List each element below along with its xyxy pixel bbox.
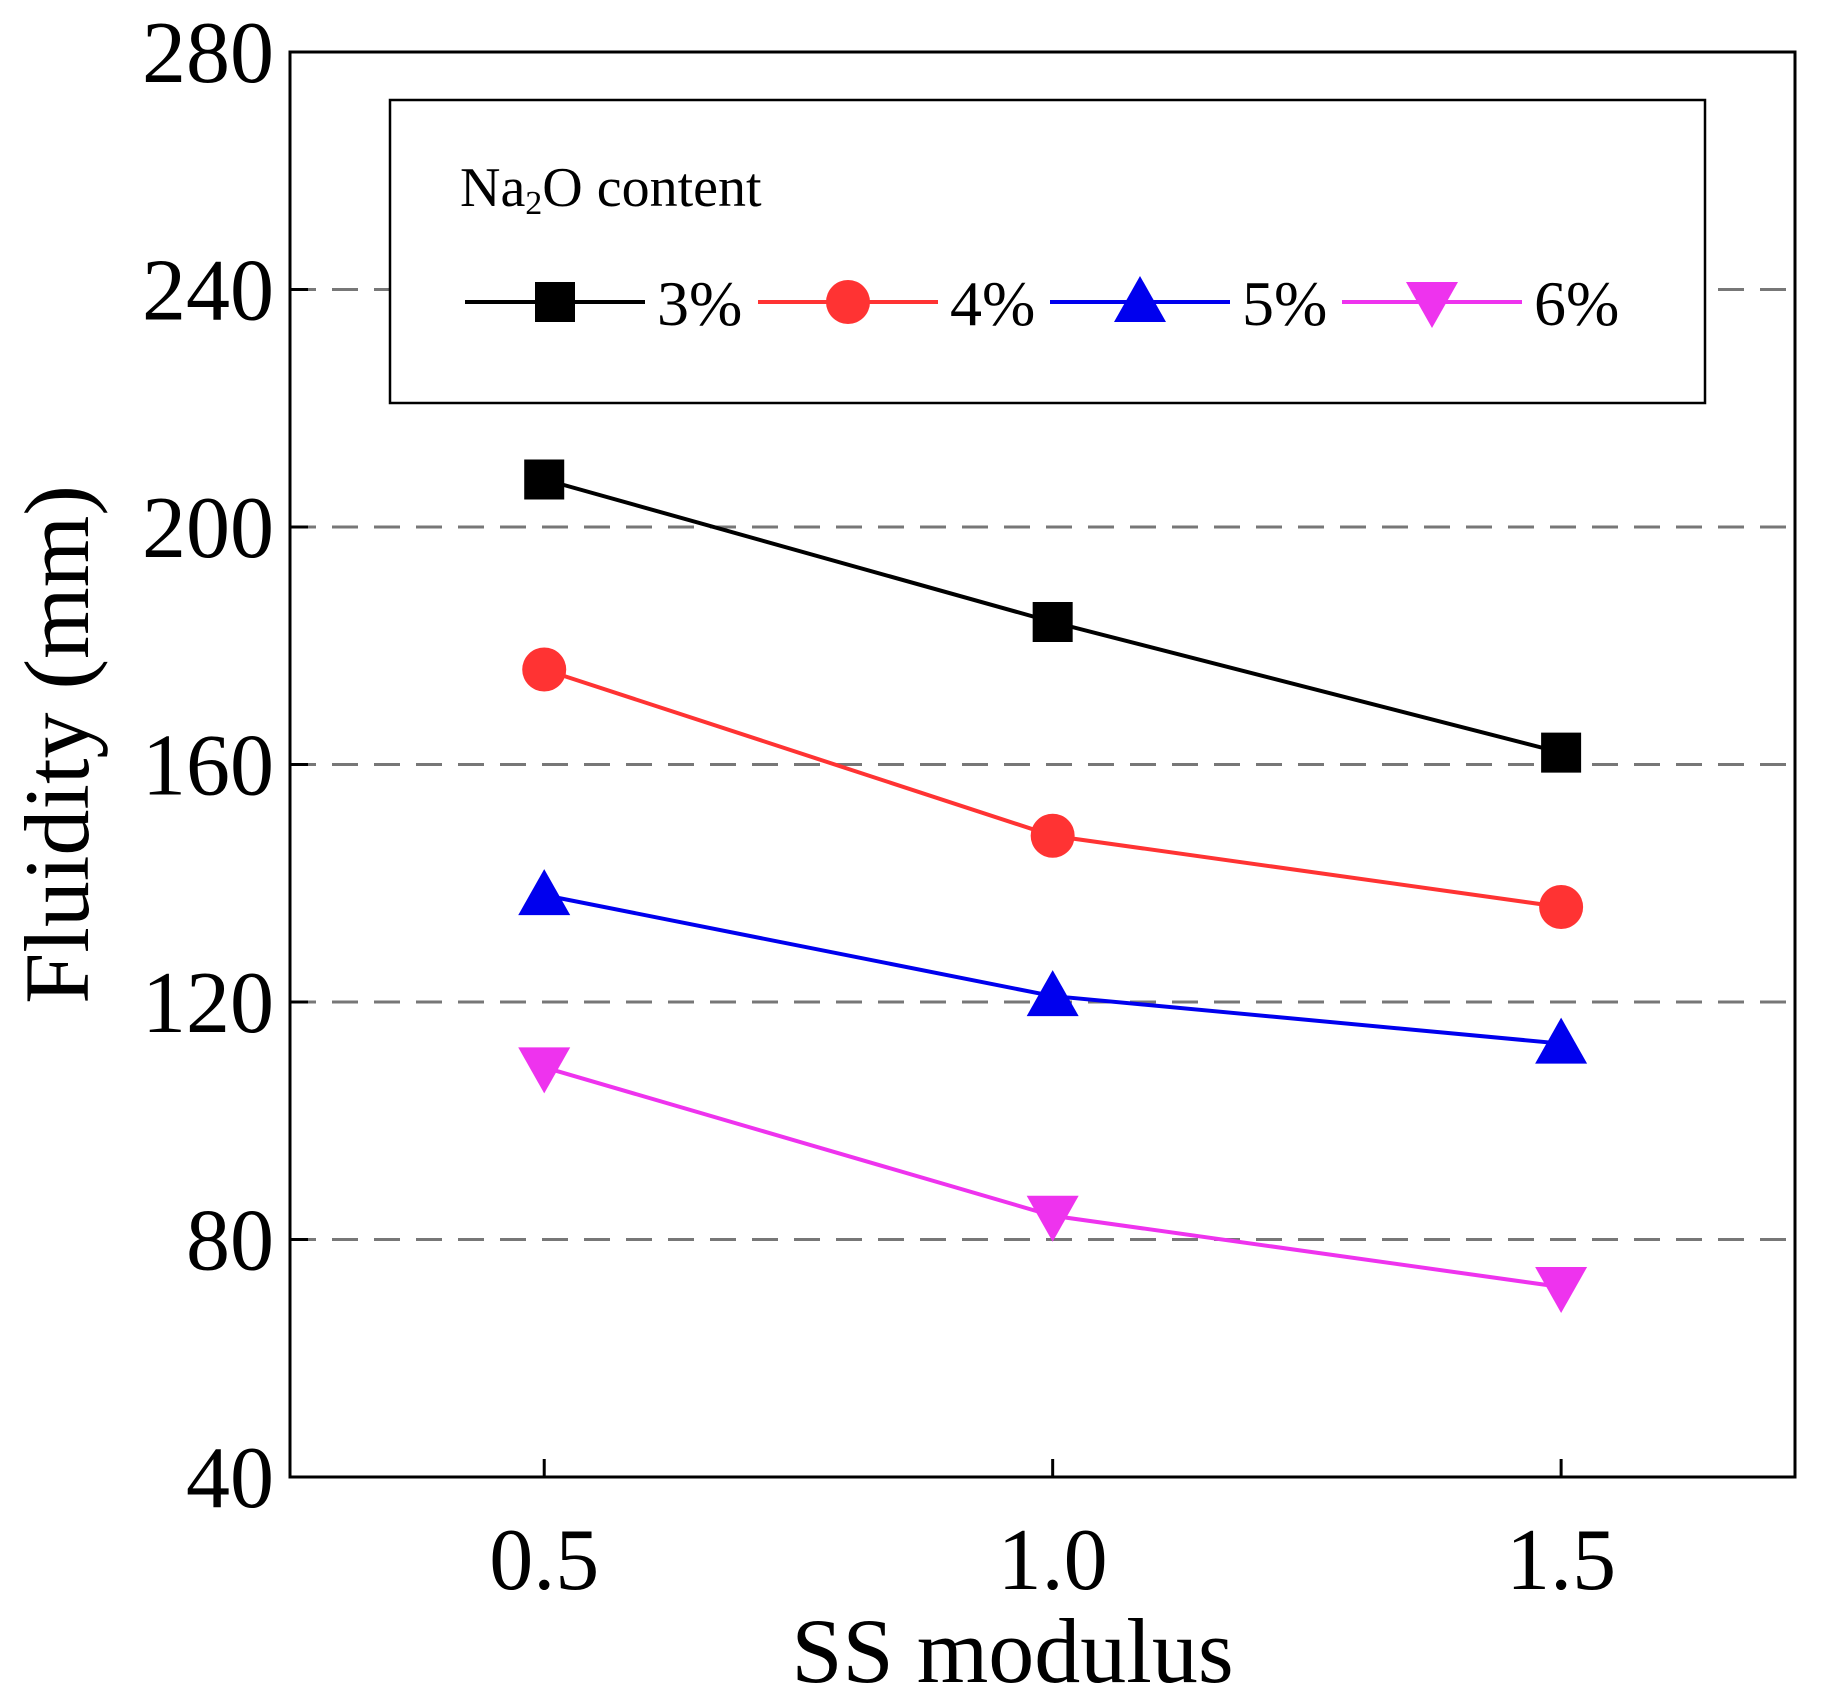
legend-title: Na2O content bbox=[460, 157, 762, 222]
legend-label: 6% bbox=[1534, 268, 1619, 339]
y-tick-label: 160 bbox=[142, 718, 274, 815]
legend-label: 4% bbox=[950, 268, 1035, 339]
legend-label: 3% bbox=[657, 268, 742, 339]
legend-title-subscript: 2 bbox=[525, 185, 542, 222]
legend-entry: 4% bbox=[758, 268, 1035, 339]
legend-marker bbox=[535, 282, 575, 322]
x-axis-title: SS modulus bbox=[791, 1600, 1233, 1688]
y-tick-label: 200 bbox=[142, 480, 274, 577]
data-point bbox=[1541, 732, 1582, 773]
axes: 40 80 120 160 200 240 280 0.5 1.0 1.5 bbox=[142, 5, 1616, 1609]
data-point bbox=[1026, 1195, 1079, 1242]
data-point bbox=[1535, 1267, 1588, 1313]
series-layer bbox=[518, 459, 1588, 1313]
data-point bbox=[518, 869, 571, 916]
legend-marker bbox=[1406, 282, 1458, 328]
series-line bbox=[543, 667, 1562, 909]
series-2 bbox=[522, 647, 1584, 929]
series-line bbox=[543, 1065, 1562, 1289]
x-tick-label: 1.0 bbox=[998, 1512, 1108, 1609]
y-tick-label: 40 bbox=[186, 1430, 274, 1527]
legend-label: 5% bbox=[1242, 268, 1327, 339]
legend-entry: 6% bbox=[1342, 268, 1619, 339]
series-line bbox=[543, 893, 1562, 1046]
data-point bbox=[1026, 970, 1079, 1017]
data-point bbox=[1539, 885, 1584, 929]
data-point bbox=[1030, 813, 1075, 858]
y-axis-title: Fluidity (mm) bbox=[6, 485, 108, 1004]
legend-marker bbox=[1114, 276, 1166, 322]
legend-entries: 3% 4% 5% 6% bbox=[465, 268, 1619, 339]
legend-box bbox=[388, 98, 1707, 405]
data-point bbox=[522, 647, 567, 692]
y-tick-label: 120 bbox=[142, 955, 274, 1052]
y-tick-label: 240 bbox=[142, 243, 274, 340]
data-point bbox=[1535, 1017, 1588, 1064]
legend: Na2O content 3% 4% 5% 6% bbox=[388, 98, 1707, 405]
legend-title-main: Na bbox=[460, 157, 525, 219]
series-3 bbox=[518, 869, 1588, 1064]
legend-marker bbox=[826, 280, 870, 324]
legend-entry: 5% bbox=[1050, 268, 1327, 339]
series-1 bbox=[524, 459, 1582, 773]
legend-title-rest: O content bbox=[542, 157, 762, 219]
data-point bbox=[524, 459, 565, 500]
y-tick-label: 280 bbox=[142, 5, 274, 102]
legend-entry: 3% bbox=[465, 268, 742, 339]
data-point bbox=[1032, 602, 1073, 642]
y-tick-label: 80 bbox=[186, 1193, 274, 1290]
data-point bbox=[518, 1047, 571, 1094]
x-tick-label: 1.5 bbox=[1506, 1512, 1616, 1609]
x-tick-label: 0.5 bbox=[489, 1512, 599, 1609]
series-4 bbox=[518, 1047, 1588, 1313]
